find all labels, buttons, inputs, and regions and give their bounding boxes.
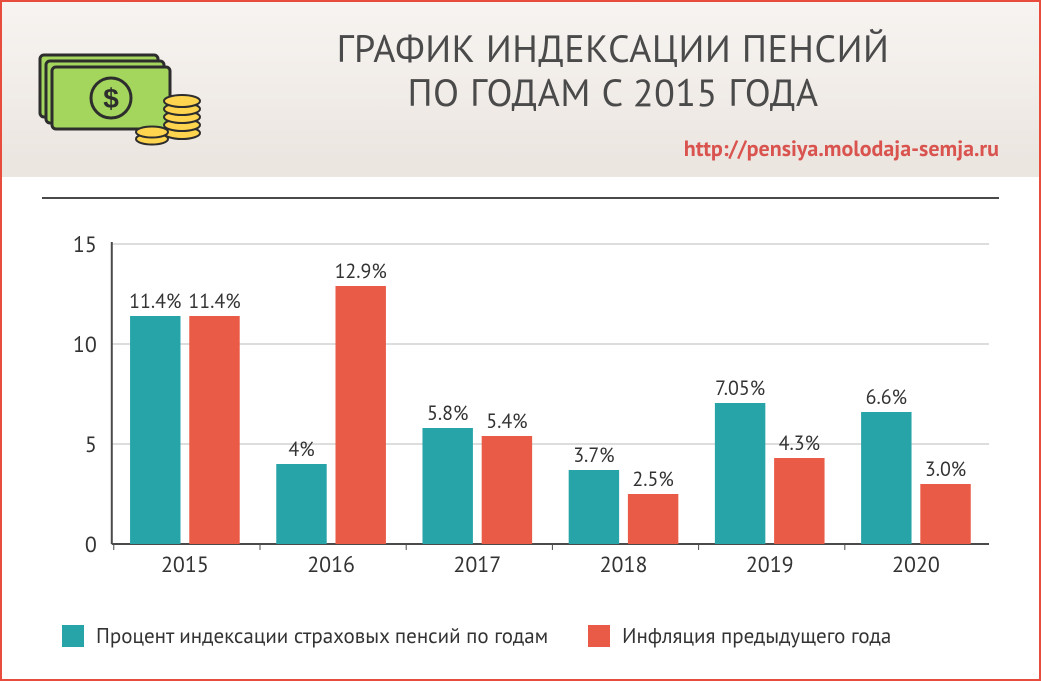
bar bbox=[861, 412, 911, 544]
legend-label-inflation: Инфляция предыдущего года bbox=[622, 622, 891, 649]
legend-item-indexation: Процент индексации страховых пенсий по г… bbox=[62, 622, 548, 649]
bar-value-label: 5.4% bbox=[486, 408, 527, 434]
page-title: ГРАФИК ИНДЕКСАЦИИ ПЕНСИЙ ПО ГОДАМ С 2015… bbox=[217, 27, 1009, 114]
svg-text:$: $ bbox=[103, 83, 119, 114]
infographic-frame: $ ГРАФИК ИНДЕКСАЦИИ ПЕНСИЙ ПО ГОДАМ С 20… bbox=[0, 0, 1041, 681]
bar-chart: 0 5 10 15 2015 11.4% 11.4% 2016 4% 12.9% 2017 5.8% 5… bbox=[42, 234, 999, 584]
bar-value-label: 3.0% bbox=[925, 456, 966, 482]
svg-text:2019: 2019 bbox=[746, 551, 794, 579]
svg-text:10: 10 bbox=[73, 331, 97, 359]
bar bbox=[335, 286, 385, 544]
bar-value-label: 4.3% bbox=[779, 430, 820, 456]
bar bbox=[276, 464, 326, 544]
svg-text:2020: 2020 bbox=[892, 551, 940, 579]
legend: Процент индексации страховых пенсий по г… bbox=[62, 622, 999, 649]
header: $ ГРАФИК ИНДЕКСАЦИИ ПЕНСИЙ ПО ГОДАМ С 20… bbox=[2, 2, 1039, 177]
bar-value-label: 11.4% bbox=[129, 288, 181, 314]
source-url[interactable]: http://pensiya.molodaja-semja.ru bbox=[684, 135, 999, 163]
bar bbox=[628, 494, 678, 544]
bar bbox=[482, 436, 532, 544]
bar-value-label: 12.9% bbox=[335, 258, 387, 284]
svg-text:15: 15 bbox=[73, 234, 97, 259]
bar-value-label: 2.5% bbox=[632, 466, 673, 492]
bar-value-label: 7.05% bbox=[715, 375, 765, 401]
divider bbox=[42, 197, 999, 199]
svg-text:2016: 2016 bbox=[307, 551, 355, 579]
svg-text:2015: 2015 bbox=[161, 551, 209, 579]
legend-item-inflation: Инфляция предыдущего года bbox=[588, 622, 891, 649]
bar bbox=[774, 458, 824, 544]
svg-text:5: 5 bbox=[85, 431, 97, 459]
bar bbox=[920, 484, 970, 544]
bar-value-label: 4% bbox=[288, 436, 314, 462]
bar bbox=[130, 316, 180, 544]
bar bbox=[715, 403, 765, 544]
bar-value-label: 6.6% bbox=[866, 384, 907, 410]
money-icon: $ bbox=[32, 47, 202, 152]
legend-swatch-inflation bbox=[588, 625, 610, 647]
svg-text:2017: 2017 bbox=[453, 551, 501, 579]
bar bbox=[189, 316, 239, 544]
svg-text:0: 0 bbox=[85, 531, 97, 559]
legend-swatch-indexation bbox=[62, 625, 84, 647]
bar-value-label: 11.4% bbox=[188, 288, 240, 314]
bar-value-label: 5.8% bbox=[427, 400, 468, 426]
bar bbox=[569, 470, 619, 544]
title-line-1: ГРАФИК ИНДЕКСАЦИИ ПЕНСИЙ bbox=[217, 27, 1009, 71]
svg-text:2018: 2018 bbox=[600, 551, 648, 579]
title-line-2: ПО ГОДАМ С 2015 ГОДА bbox=[217, 71, 1009, 115]
legend-label-indexation: Процент индексации страховых пенсий по г… bbox=[96, 622, 548, 649]
bar bbox=[422, 428, 472, 544]
bar-value-label: 3.7% bbox=[573, 442, 614, 468]
